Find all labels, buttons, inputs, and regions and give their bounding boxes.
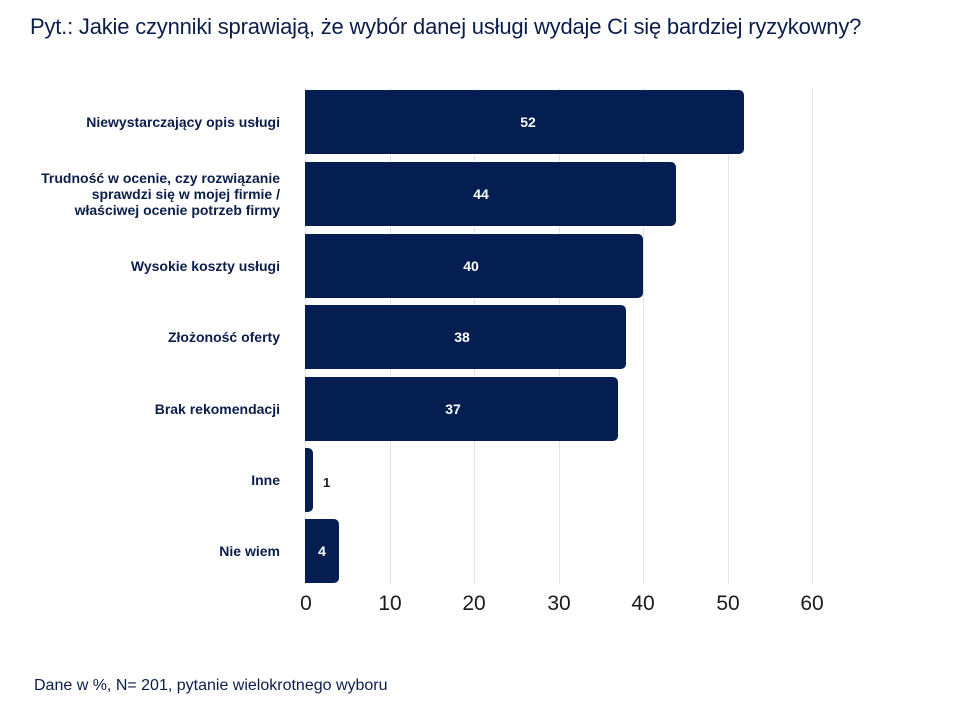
- bar-wysokie-koszty: [305, 234, 643, 298]
- bar-trudnosc-w-ocenie: [305, 162, 676, 226]
- bar-inne: [305, 448, 313, 512]
- plot-area: 52 44 40 38 37 1 4: [305, 88, 835, 584]
- bar-value: 4: [318, 543, 326, 559]
- gridline-40: [643, 88, 644, 584]
- category-label: Złożoność oferty: [167, 329, 280, 345]
- x-tick: 50: [716, 592, 740, 615]
- footnote: Dane w %, N= 201, pytanie wielokrotnego …: [34, 677, 388, 694]
- bar-value: 52: [520, 114, 536, 130]
- bar-value: 38: [454, 329, 470, 345]
- category-label: Trudność w ocenie, czy rozwiązanie spraw…: [41, 170, 280, 218]
- x-tick: 30: [547, 592, 571, 615]
- x-tick: 10: [378, 592, 402, 615]
- bar-value: 1: [323, 475, 331, 490]
- x-tick: 60: [800, 592, 824, 615]
- bar-niewystarczajacy-opis: [305, 90, 744, 154]
- bar-zlozonosc-oferty: [305, 305, 626, 369]
- x-tick: 40: [631, 592, 655, 615]
- x-tick: 0: [300, 592, 312, 615]
- bar-value: 40: [463, 258, 479, 274]
- category-label: Niewystarczający opis usługi: [86, 114, 280, 130]
- category-label: Brak rekomendacji: [154, 401, 280, 417]
- bar-value: 37: [445, 401, 461, 417]
- category-label: Inne: [251, 472, 280, 488]
- chart-title: Pyt.: Jakie czynniki sprawiają, że wybór…: [30, 14, 862, 39]
- category-label: Nie wiem: [219, 543, 280, 559]
- gridline-50: [727, 88, 729, 584]
- category-label: Wysokie koszty usługi: [130, 258, 280, 274]
- gridline-60: [812, 88, 813, 584]
- bar-nie-wiem: [305, 519, 339, 583]
- bar-value: 44: [473, 186, 489, 202]
- bar-brak-rekomendacji: [305, 377, 618, 441]
- x-tick: 20: [462, 592, 486, 615]
